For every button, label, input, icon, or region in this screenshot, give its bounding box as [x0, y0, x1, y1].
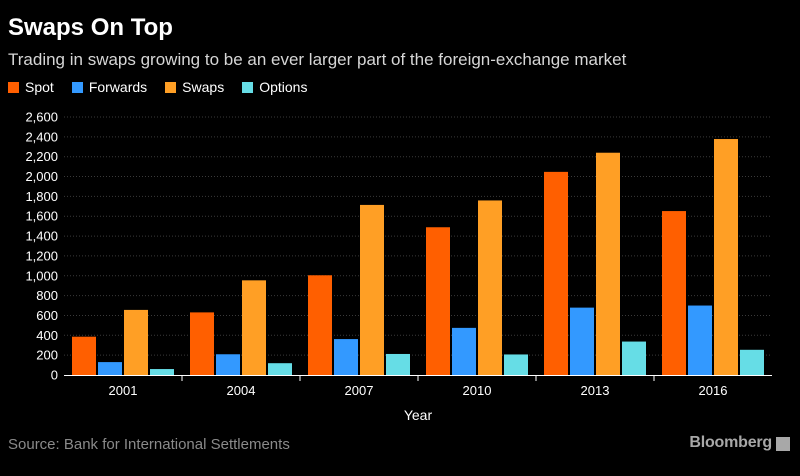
bar-swaps-2013: [596, 152, 620, 375]
bar-options-2001: [150, 369, 174, 375]
y-tick-label: 1,800: [25, 189, 58, 204]
legend-swatch-spot: [8, 81, 19, 93]
bar-forwards-2010: [452, 327, 476, 375]
bar-spot-2010: [426, 227, 450, 375]
y-tick-label: 200: [36, 348, 58, 363]
bloomberg-icon: [776, 437, 790, 451]
legend-swatch-swaps: [165, 81, 177, 93]
y-tick-label: 2,200: [25, 149, 58, 164]
x-tick-label: 2004: [227, 383, 256, 398]
bar-spot-2007: [308, 275, 332, 375]
bar-swaps-2004: [242, 280, 266, 375]
legend-label-options: Options: [259, 79, 308, 95]
bar-options-2010: [504, 354, 528, 375]
bloomberg-logo: Bloomberg: [689, 434, 772, 451]
bar-spot-2004: [190, 312, 214, 375]
x-tick-label: 2010: [463, 383, 492, 398]
x-axis-title: Year: [404, 407, 433, 423]
legend: Spot Forwards Swaps Options: [8, 79, 325, 95]
bar-forwards-2007: [334, 339, 358, 375]
x-tick-label: 2007: [345, 383, 374, 398]
y-tick-label: 600: [36, 308, 58, 323]
y-tick-label: 800: [36, 288, 58, 303]
bar-options-2004: [268, 363, 292, 375]
bar-swaps-2007: [360, 204, 384, 375]
y-tick-label: 2,000: [25, 169, 58, 184]
bar-forwards-2013: [570, 307, 594, 375]
x-tick-label: 2001: [109, 383, 138, 398]
bar-swaps-2001: [124, 309, 148, 375]
y-tick-label: 1,400: [25, 229, 58, 244]
bar-spot-2016: [662, 211, 686, 375]
legend-item-spot: Spot: [8, 79, 54, 95]
x-tick-label: 2013: [581, 383, 610, 398]
legend-item-forwards: Forwards: [71, 79, 148, 95]
legend-swatch-options: [242, 81, 254, 93]
legend-label-spot: Spot: [25, 79, 54, 95]
bar-swaps-2016: [714, 139, 738, 375]
y-tick-label: 1,200: [25, 248, 58, 263]
bar-options-2007: [386, 353, 410, 375]
bar-forwards-2004: [216, 354, 240, 375]
bar-swaps-2010: [478, 200, 502, 375]
y-tick-label: 1,600: [25, 209, 58, 224]
legend-item-options: Options: [242, 79, 307, 95]
y-tick-label: 0: [51, 368, 58, 383]
source-note: Source: Bank for International Settlemen…: [8, 436, 290, 453]
bar-spot-2013: [544, 171, 568, 375]
bar-options-2016: [740, 349, 764, 375]
x-tick-label: 2016: [699, 383, 728, 398]
bar-forwards-2016: [688, 305, 712, 375]
y-tick-label: 2,400: [25, 129, 58, 144]
bar-spot-2001: [72, 336, 96, 375]
legend-item-swaps: Swaps: [165, 79, 224, 95]
legend-label-forwards: Forwards: [88, 79, 148, 95]
legend-label-swaps: Swaps: [182, 79, 225, 95]
y-tick-label: 1,000: [25, 268, 58, 283]
chart-subtitle: Trading in swaps growing to be an ever l…: [8, 50, 627, 69]
y-tick-label: 2,600: [25, 110, 58, 125]
y-tick-label: 400: [36, 328, 58, 343]
legend-swatch-forwards: [71, 81, 83, 93]
bar-forwards-2001: [98, 362, 122, 375]
bar-options-2013: [622, 341, 646, 375]
chart-title: Swaps On Top: [8, 14, 173, 41]
